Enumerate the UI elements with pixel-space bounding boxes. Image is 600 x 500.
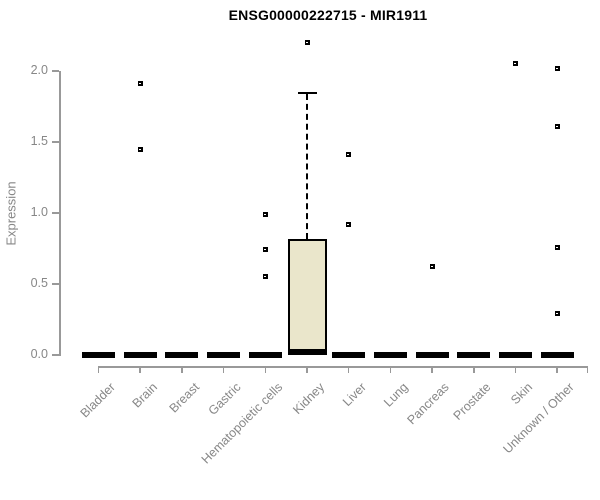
outlier-point <box>262 247 268 253</box>
y-tick-label: 0.5 <box>30 276 48 290</box>
outlier-point <box>429 264 435 270</box>
median-line <box>82 352 115 358</box>
whisker-cap <box>297 91 317 95</box>
x-tick-label: Kidney <box>289 380 327 417</box>
x-axis-tick <box>556 366 558 373</box>
x-tick-label: Breast <box>166 380 202 416</box>
outlier-point <box>554 311 560 317</box>
x-tick-label: Pancreas <box>404 380 453 428</box>
median-line <box>499 352 532 358</box>
outlier-point <box>554 244 560 250</box>
outlier-point <box>346 152 352 158</box>
median-line <box>540 352 574 358</box>
x-tick-label: Brain <box>129 380 161 411</box>
x-tick-label: Prostate <box>450 380 494 423</box>
median-line <box>415 352 449 358</box>
x-axis-tick <box>431 366 433 373</box>
x-tick-label: Lung <box>380 380 411 410</box>
whisker-line <box>306 93 308 239</box>
median-line <box>248 352 282 358</box>
median-line <box>207 352 241 358</box>
median-line <box>457 352 491 358</box>
outlier-point <box>554 123 560 129</box>
y-axis-tick <box>52 212 59 214</box>
outlier-point <box>554 65 560 71</box>
outlier-point <box>346 221 352 227</box>
x-axis-tick <box>139 366 141 373</box>
x-axis-tick <box>222 366 225 373</box>
x-axis-tick <box>347 366 350 373</box>
x-tick-label: Liver <box>339 380 369 410</box>
y-axis-tick <box>52 283 59 285</box>
box <box>287 238 327 354</box>
outlier-point <box>262 211 268 217</box>
x-tick-label: Skin <box>508 380 536 408</box>
x-axis-tick <box>514 366 517 373</box>
outlier-point <box>137 81 143 87</box>
x-axis-line <box>98 366 588 368</box>
y-tick-label: 1.5 <box>30 134 48 148</box>
y-axis-tick <box>52 70 59 72</box>
median-line <box>332 352 366 358</box>
x-tick-label: Gastric <box>205 380 244 418</box>
x-axis-tick <box>473 366 475 373</box>
chart-title: ENSG00000222715 - MIR1911 <box>228 7 428 23</box>
x-tick-label: Hematopoietic cells <box>198 380 286 467</box>
x-axis-tick <box>97 366 100 373</box>
median-line <box>123 352 157 358</box>
outlier-point <box>137 146 143 152</box>
median-line <box>373 352 407 358</box>
x-axis-tick <box>181 366 183 373</box>
median-line <box>287 349 327 355</box>
outlier-point <box>513 61 518 67</box>
x-axis-end-tick <box>586 366 588 373</box>
y-tick-label: 1.0 <box>30 205 48 219</box>
outlier-point <box>262 274 268 280</box>
x-axis-tick <box>389 366 392 373</box>
x-axis-tick <box>306 366 308 373</box>
x-tick-label: Bladder <box>78 380 119 421</box>
y-axis-tick <box>52 354 59 356</box>
y-axis-tick <box>52 141 59 143</box>
median-line <box>165 352 199 358</box>
outlier-point <box>304 40 310 46</box>
y-axis-line <box>59 71 61 356</box>
y-tick-label: 0.0 <box>30 347 48 361</box>
y-tick-label: 2.0 <box>30 63 48 77</box>
x-axis-tick <box>264 366 267 373</box>
